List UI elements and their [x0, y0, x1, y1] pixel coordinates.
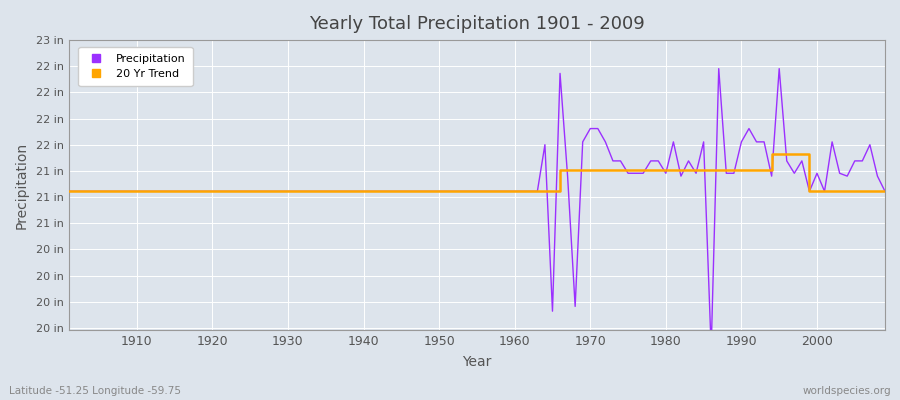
Legend: Precipitation, 20 Yr Trend: Precipitation, 20 Yr Trend [78, 47, 193, 86]
Text: worldspecies.org: worldspecies.org [803, 386, 891, 396]
Text: Latitude -51.25 Longitude -59.75: Latitude -51.25 Longitude -59.75 [9, 386, 181, 396]
Y-axis label: Precipitation: Precipitation [15, 142, 29, 229]
X-axis label: Year: Year [463, 355, 491, 369]
Title: Yearly Total Precipitation 1901 - 2009: Yearly Total Precipitation 1901 - 2009 [309, 15, 644, 33]
